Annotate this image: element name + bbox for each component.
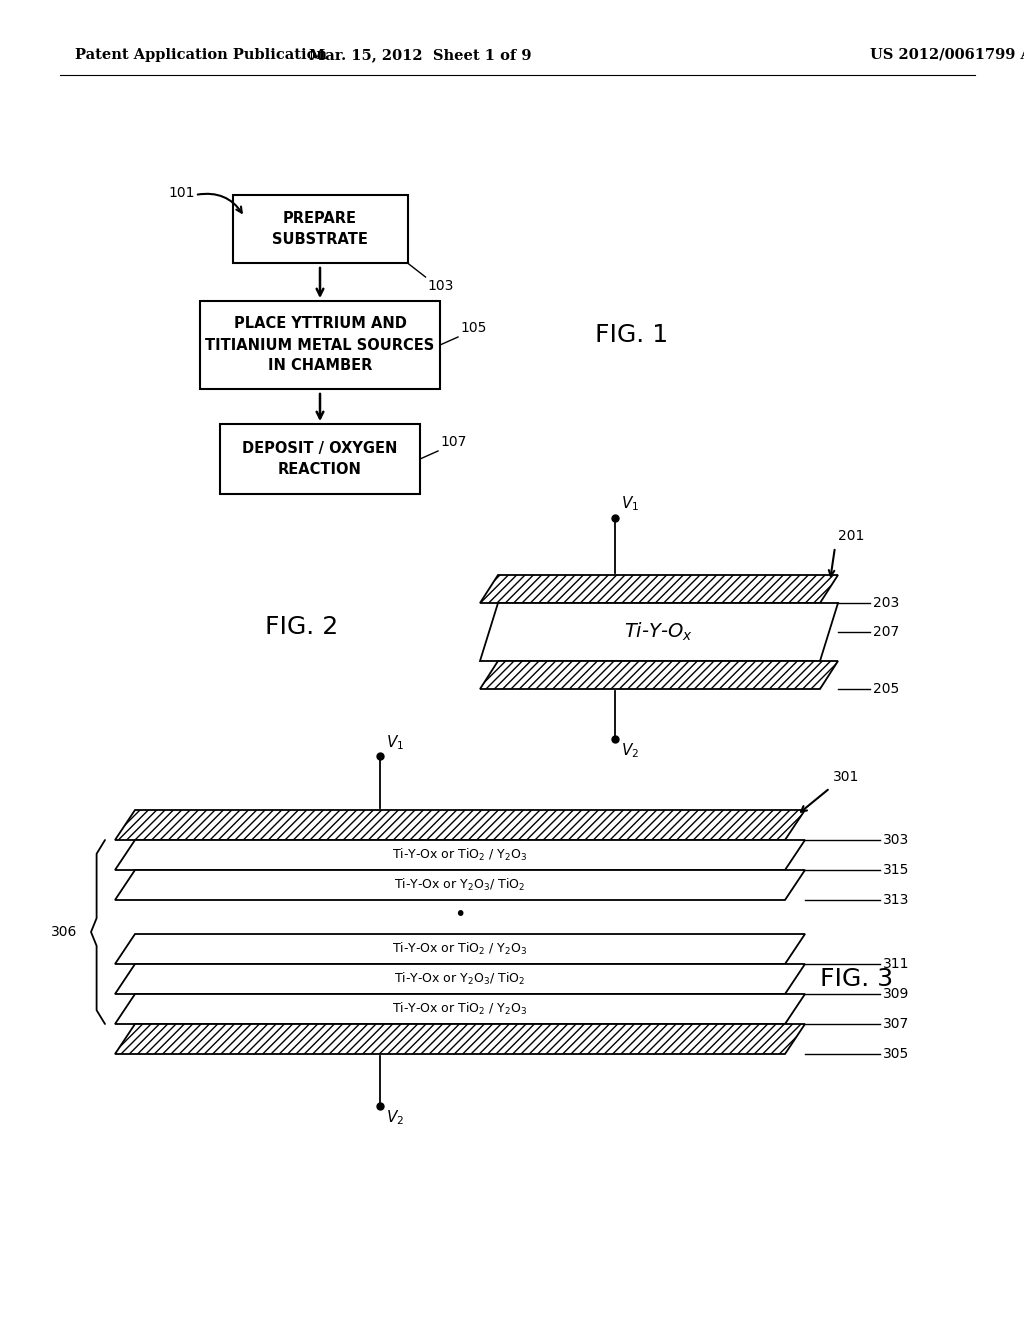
Polygon shape — [115, 870, 805, 900]
Text: 207: 207 — [873, 624, 899, 639]
Text: 105: 105 — [460, 321, 486, 335]
Text: 107: 107 — [440, 436, 466, 449]
Text: 103: 103 — [427, 279, 454, 293]
Text: DEPOSIT / OXYGEN
REACTION: DEPOSIT / OXYGEN REACTION — [243, 441, 397, 477]
Text: 307: 307 — [883, 1016, 909, 1031]
Text: FIG. 2: FIG. 2 — [265, 615, 338, 639]
Polygon shape — [115, 935, 805, 964]
Text: 201: 201 — [838, 529, 864, 543]
Text: 309: 309 — [883, 987, 909, 1001]
Text: PLACE YTTRIUM AND
TITIANIUM METAL SOURCES
IN CHAMBER: PLACE YTTRIUM AND TITIANIUM METAL SOURCE… — [206, 317, 434, 374]
Text: Mar. 15, 2012  Sheet 1 of 9: Mar. 15, 2012 Sheet 1 of 9 — [309, 48, 531, 62]
Text: Ti-Y-Ox or Y$_2$O$_3$/ TiO$_2$: Ti-Y-Ox or Y$_2$O$_3$/ TiO$_2$ — [394, 876, 525, 894]
FancyBboxPatch shape — [220, 424, 420, 494]
Text: $V_1$: $V_1$ — [386, 734, 404, 752]
Polygon shape — [115, 994, 805, 1024]
Polygon shape — [115, 810, 805, 840]
Polygon shape — [480, 576, 838, 603]
Polygon shape — [480, 603, 838, 661]
Text: US 2012/0061799 A1: US 2012/0061799 A1 — [870, 48, 1024, 62]
Text: •: • — [455, 904, 466, 924]
Polygon shape — [115, 1024, 805, 1053]
Text: Patent Application Publication: Patent Application Publication — [75, 48, 327, 62]
Text: Ti-Y-Ox or TiO$_2$ / Y$_2$O$_3$: Ti-Y-Ox or TiO$_2$ / Y$_2$O$_3$ — [392, 1001, 527, 1016]
FancyBboxPatch shape — [232, 195, 408, 263]
Text: 313: 313 — [883, 894, 909, 907]
Text: PREPARE
SUBSTRATE: PREPARE SUBSTRATE — [272, 211, 368, 247]
Text: 315: 315 — [883, 863, 909, 876]
Text: Ti-Y-Ox or TiO$_2$ / Y$_2$O$_3$: Ti-Y-Ox or TiO$_2$ / Y$_2$O$_3$ — [392, 847, 527, 863]
Text: 303: 303 — [883, 833, 909, 847]
Text: Ti-Y-O$_x$: Ti-Y-O$_x$ — [625, 620, 693, 643]
Text: Ti-Y-Ox or Y$_2$O$_3$/ TiO$_2$: Ti-Y-Ox or Y$_2$O$_3$/ TiO$_2$ — [394, 972, 525, 987]
Text: $V_2$: $V_2$ — [386, 1107, 404, 1127]
Text: FIG. 3: FIG. 3 — [820, 968, 893, 991]
Text: 203: 203 — [873, 597, 899, 610]
Text: 305: 305 — [883, 1047, 909, 1061]
Polygon shape — [480, 661, 838, 689]
Text: Ti-Y-Ox or TiO$_2$ / Y$_2$O$_3$: Ti-Y-Ox or TiO$_2$ / Y$_2$O$_3$ — [392, 941, 527, 957]
Polygon shape — [115, 840, 805, 870]
Text: 301: 301 — [833, 770, 859, 784]
Text: $V_1$: $V_1$ — [621, 494, 639, 513]
Text: FIG. 1: FIG. 1 — [595, 323, 668, 347]
Text: 101: 101 — [168, 186, 195, 201]
Text: 306: 306 — [50, 925, 77, 939]
Text: 205: 205 — [873, 682, 899, 696]
Text: 311: 311 — [883, 957, 909, 972]
FancyBboxPatch shape — [200, 301, 440, 389]
Text: $V_2$: $V_2$ — [621, 741, 639, 760]
Polygon shape — [115, 964, 805, 994]
